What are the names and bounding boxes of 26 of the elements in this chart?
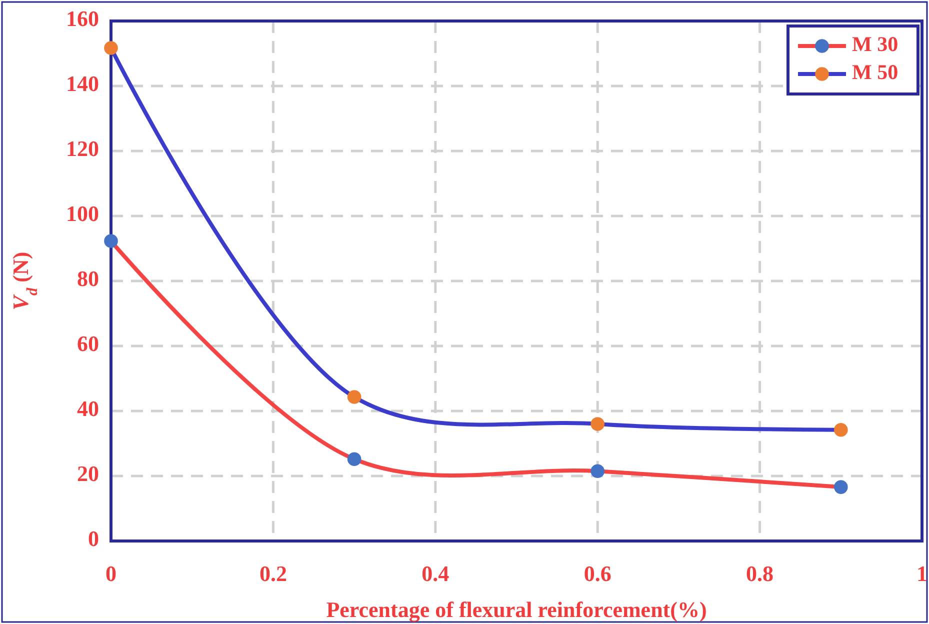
y-tick-label: 120 [66,136,99,162]
x-tick-label: 0.8 [746,561,774,586]
legend-label: M 30 [852,32,898,56]
y-tick-label: 100 [66,201,99,226]
point [104,234,118,248]
point [104,41,118,55]
x-tick-label: 0.4 [422,561,450,586]
y-tick-label: 20 [77,461,99,486]
point [347,390,362,404]
point [834,480,848,494]
y-tick-label: 80 [77,266,99,292]
x-axis-title: Percentage of flexural reinforcement(%) [326,597,707,622]
x-tick-label: 0 [106,561,116,586]
legend-label: M 50 [852,60,898,84]
y-tick-label: 160 [66,6,99,32]
x-tick-label: 0.6 [584,561,612,586]
point [347,452,362,466]
y-tick-label: 140 [66,71,99,96]
y-tick-label: 40 [77,396,99,422]
point [590,417,605,431]
y-tick-label: 60 [77,331,99,356]
point [590,464,605,478]
point [834,422,848,437]
y-tick-label: 0 [88,526,99,552]
x-tick-label: 0.2 [259,561,287,586]
x-tick-label: 1 [916,561,928,586]
